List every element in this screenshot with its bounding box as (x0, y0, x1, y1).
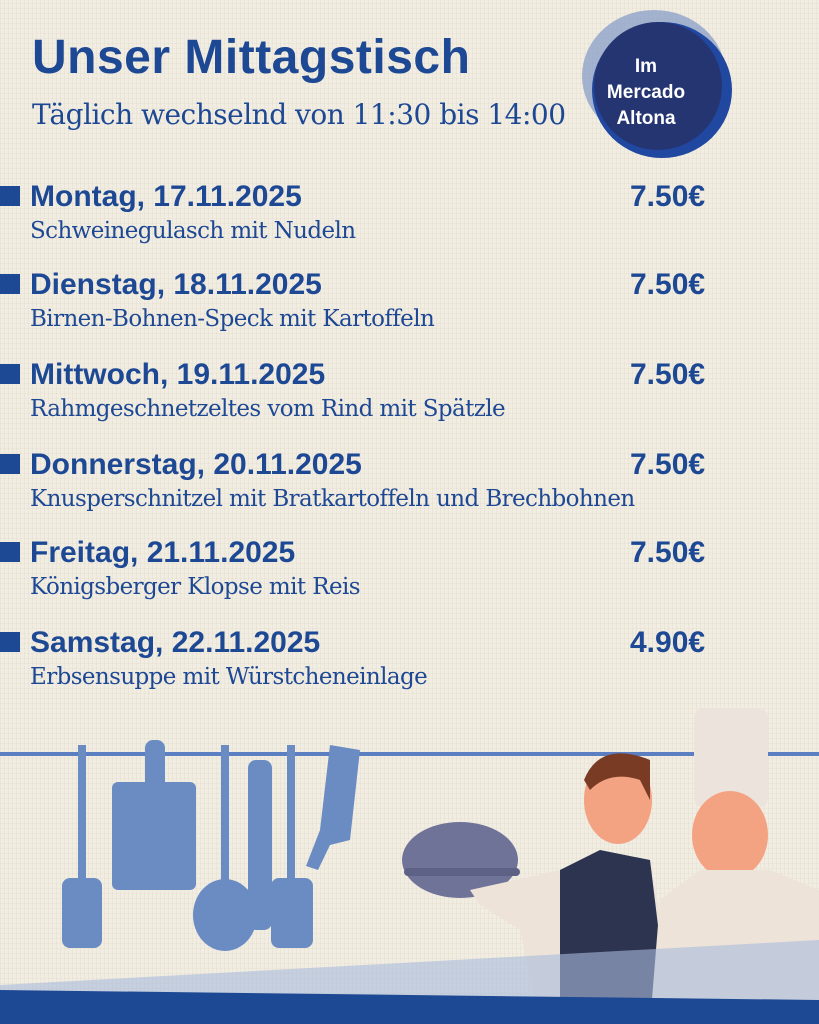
badge-line: Im (634, 56, 658, 77)
opening-hours: Täglich wechselnd von 11:30 bis 14:00 (32, 98, 566, 131)
badge-line: Altona (616, 108, 676, 129)
bullet-icon (0, 364, 20, 384)
menu-day: Mittwoch, 19.11.2025 (30, 358, 326, 391)
menu-dish: Knusperschnitzel mit Bratkartoffeln und … (30, 486, 635, 512)
menu-dish: Erbsensuppe mit Würstcheneinlage (30, 664, 428, 690)
menu-dish: Birnen-Bohnen-Speck mit Kartoffeln (30, 306, 435, 332)
menu-price: 4.90€ (630, 626, 706, 659)
menu-day: Montag, 17.11.2025 (30, 180, 302, 213)
bullet-icon (0, 454, 20, 474)
utensils-icon (62, 740, 360, 951)
bullet-icon (0, 542, 20, 562)
badge-text: Im Mercado Altona (588, 54, 704, 132)
menu-price: 7.50€ (630, 358, 706, 391)
bullet-icon (0, 274, 20, 294)
menu-price: 7.50€ (630, 448, 706, 481)
page-title: Unser Mittagstisch (32, 31, 471, 84)
location-badge (582, 10, 732, 158)
menu-price: 7.50€ (630, 536, 706, 569)
menu-day: Dienstag, 18.11.2025 (30, 268, 322, 301)
utensil-rail (0, 752, 819, 756)
menu-dish: Rahmgeschnetzeltes vom Rind mit Spätzle (30, 396, 506, 422)
bullet-icon (0, 186, 20, 206)
menu-day: Samstag, 22.11.2025 (30, 626, 321, 659)
kitchen-illustration (0, 708, 819, 1024)
menu-dish: Königsberger Klopse mit Reis (30, 574, 361, 600)
menu-day: Freitag, 21.11.2025 (30, 536, 296, 569)
bullet-icon (0, 632, 20, 652)
menu-day: Donnerstag, 20.11.2025 (30, 448, 362, 481)
menu-price: 7.50€ (630, 268, 706, 301)
menu-dish: Schweinegulasch mit Nudeln (30, 218, 356, 244)
menu-price: 7.50€ (630, 180, 706, 213)
badge-line: Mercado (606, 82, 686, 103)
